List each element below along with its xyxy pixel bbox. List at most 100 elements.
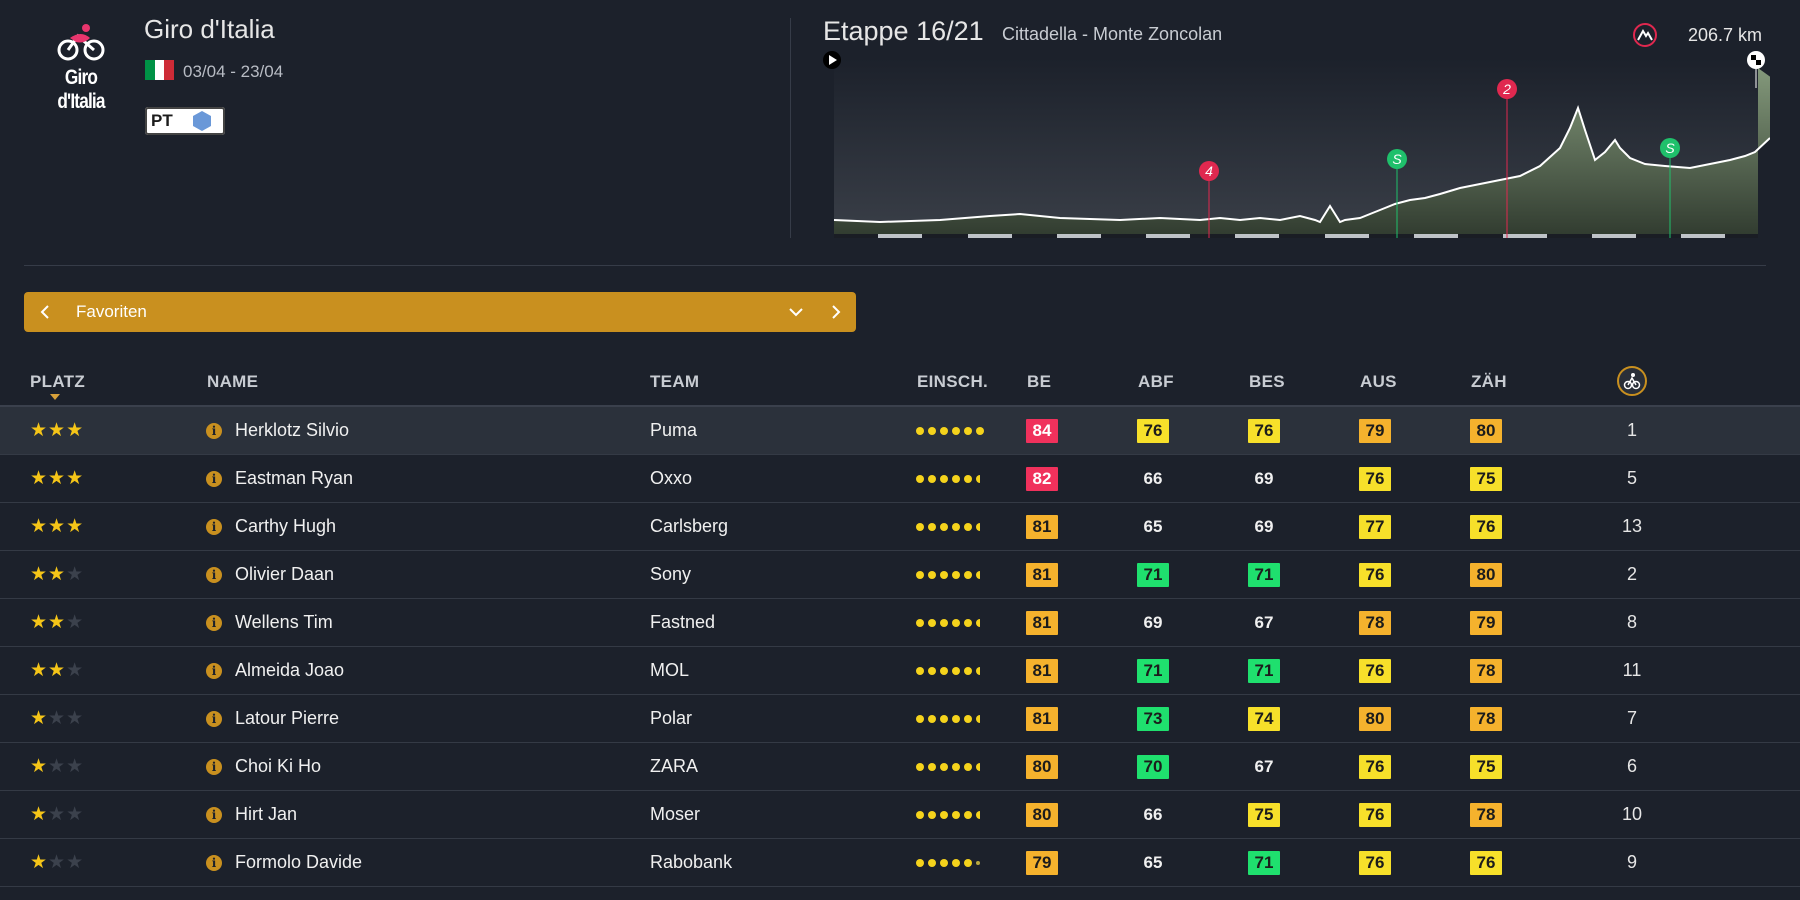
start-marker-icon [823,51,841,69]
form-dot [916,426,924,435]
form-dot [952,426,960,435]
rider-name[interactable]: Almeida Joao [235,660,345,680]
rider-info-button[interactable]: i [206,695,222,742]
table-row[interactable]: ★ ★ ★ i Herklotz Silvio Puma 84 76 76 79 80 1 [0,407,1800,455]
form-dot [976,522,980,531]
column-header-aus[interactable]: AUS [1360,372,1397,391]
stat-cell-abf: 71 [1137,551,1169,598]
column-header-platz[interactable]: PLATZ [30,372,86,391]
filter-dropdown-toggle[interactable] [776,292,816,332]
stat-cell-aus: 80 [1359,695,1391,742]
rider-info-button[interactable]: i [206,647,222,694]
form-dot [928,522,936,531]
table-row[interactable]: ★ ★ ★ i Eastman Ryan Oxxo 82 66 69 76 75 5 [0,455,1800,503]
stat-cell-abf: 65 [1137,503,1169,550]
column-header-be[interactable]: BE [1027,372,1052,391]
form-dot [940,714,948,723]
stat-cell-aus: 76 [1359,791,1391,838]
rider-rank: 5 [1626,468,1637,488]
sprint-marker[interactable]: S [1660,138,1680,238]
star-icon: ★ [30,660,48,681]
mountain-icon[interactable] [1632,22,1658,48]
rider-rank: 10 [1621,804,1643,824]
star-icon: ★ [30,468,48,489]
star-icon: ★ [48,852,66,873]
rider-name[interactable]: Eastman Ryan [235,468,354,488]
sprint-marker[interactable]: S [1387,149,1407,238]
profile-line [833,105,1770,224]
column-header-bes[interactable]: BES [1249,372,1285,391]
chevron-right-icon [832,305,841,319]
table-row[interactable]: ★ ★ ★ i Choi Ki Ho ZARA 80 70 67 76 75 6 [0,743,1800,791]
rider-rank: 11 [1622,660,1642,680]
stat-value-aus: 76 [1359,658,1391,683]
rider-info-button[interactable]: i [206,599,222,646]
rider-info-button[interactable]: i [206,551,222,598]
rider-ranking-header-icon[interactable] [1617,366,1647,396]
star-icon: ★ [66,852,84,873]
previous-filter-button[interactable] [24,292,66,332]
race-dates: 03/04 - 23/04 [183,62,284,81]
stat-value-zah: 80 [1470,562,1502,587]
stat-cell-bes: 75 [1248,791,1280,838]
rider-rank: 7 [1626,708,1637,728]
stage-profile: 4 S 2 S [823,51,1770,238]
rider-info-button[interactable]: i [206,791,222,838]
table-row[interactable]: ★ ★ ★ i Hirt Jan Moser 80 66 75 76 78 10 [0,791,1800,839]
rider-info-button[interactable]: i [206,839,222,886]
table-row[interactable]: ★ ★ ★ i Latour Pierre Polar 81 73 74 80 78 7 [0,695,1800,743]
stat-value-be: 81 [1026,514,1058,539]
stat-value-be: 81 [1026,610,1058,635]
table-row[interactable]: ★ ★ ★ i Almeida Joao MOL 81 71 71 76 78 11 [0,647,1800,695]
column-header-abf[interactable]: ABF [1138,372,1174,391]
climb-marker[interactable]: 2 [1497,79,1517,238]
team-name: Sony [650,564,692,584]
rider-info-button[interactable]: i [206,455,222,502]
form-dot [940,522,948,531]
rider-rank: 2 [1626,564,1637,584]
table-row[interactable]: ★ ★ ★ i Formolo Davide Rabobank 79 65 71 76 76 9 [0,839,1800,887]
rider-info-button[interactable]: i [206,503,222,550]
column-header-name[interactable]: NAME [207,372,259,391]
rider-name[interactable]: Formolo Davide [235,852,363,872]
column-header-zah[interactable]: ZÄH [1471,372,1507,391]
star-icon: ★ [66,804,84,825]
star-icon: ★ [30,708,48,729]
climb-marker[interactable]: 4 [1199,161,1219,238]
profile-distance-ticks [834,234,1758,238]
column-header-team[interactable]: TEAM [650,372,700,391]
stat-value-abf: 73 [1137,706,1169,731]
form-dot [964,522,972,531]
stat-cell-aus: 76 [1359,647,1391,694]
stat-cell-bes: 71 [1248,551,1280,598]
rider-name[interactable]: Carthy Hugh [235,516,337,536]
rider-name[interactable]: Latour Pierre [235,708,340,728]
star-icon: ★ [30,516,48,537]
star-icon: ★ [66,564,84,585]
rider-name[interactable]: Olivier Daan [235,564,335,584]
star-icon: ★ [66,612,84,633]
rider-info-button[interactable]: i [206,407,222,454]
star-icon: ★ [66,420,84,441]
column-header-einsch[interactable]: EINSCH. [917,372,989,391]
star-icon: ★ [48,612,66,633]
stat-cell-bes: 71 [1248,839,1280,886]
form-dot [964,618,972,627]
stage-distance: 206.7 km [1688,25,1763,45]
stat-value-abf: 66 [1143,804,1163,824]
rider-name[interactable]: Hirt Jan [235,804,298,824]
form-dot [940,666,948,675]
giro-logo: Giro d'Italia [38,22,124,113]
favorite-rating: ★ ★ ★ [30,551,84,598]
table-row[interactable]: ★ ★ ★ i Olivier Daan Sony 81 71 71 76 80 2 [0,551,1800,599]
table-row[interactable]: ★ ★ ★ i Carthy Hugh Carlsberg 81 65 69 77 76 13 [0,503,1800,551]
rider-name[interactable]: Wellens Tim [235,612,333,632]
table-row[interactable]: ★ ★ ★ i Wellens Tim Fastned 81 69 67 78 79 8 [0,599,1800,647]
rider-info-button[interactable]: i [206,743,222,790]
stat-cell-abf: 66 [1137,791,1169,838]
next-filter-button[interactable] [816,292,856,332]
filter-dropdown[interactable]: Favoriten [76,302,147,321]
rider-name[interactable]: Herklotz Silvio [235,420,350,440]
rider-name[interactable]: Choi Ki Ho [235,756,322,776]
star-icon: ★ [66,660,84,681]
